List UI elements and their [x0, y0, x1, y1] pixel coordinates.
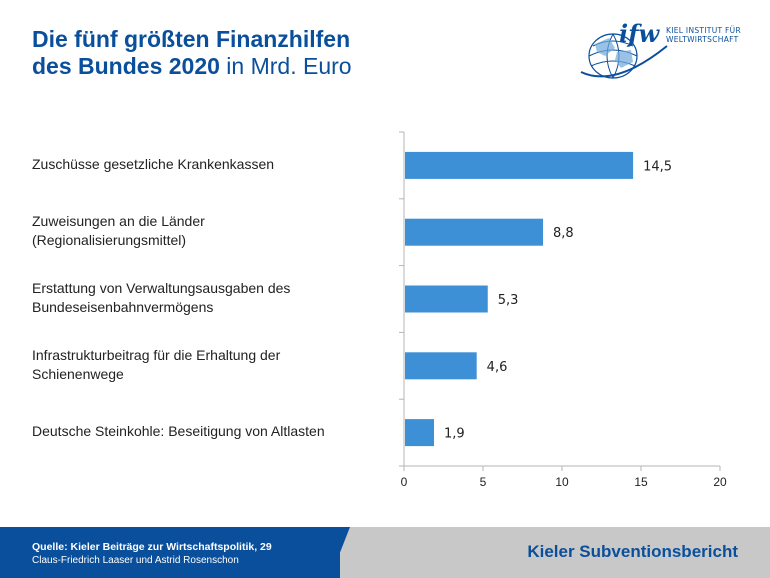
bar	[405, 285, 488, 313]
x-tick-label: 5	[480, 475, 487, 489]
category-label-line: Bundeseisenbahnvermögens	[32, 299, 214, 315]
bar	[405, 218, 544, 246]
report-title: Kieler Subventionsbericht	[527, 542, 738, 561]
category-label-line: Deutsche Steinkohle: Beseitigung von Alt…	[32, 423, 325, 440]
logo-line-2: WELTWIRTSCHAFT	[666, 35, 739, 44]
x-tick-label: 20	[713, 475, 727, 489]
category-label-line: (Regionalisierungsmittel)	[32, 232, 187, 249]
category-label: Infrastrukturbeitrag für die Erhaltung d…	[32, 346, 382, 384]
title-line-1: Die fünf größten Finanzhilfen	[32, 26, 351, 52]
category-label: Deutsche Steinkohle: Beseitigung von Alt…	[32, 422, 382, 441]
title-line-2-unit: in Mrd. Euro	[219, 53, 352, 79]
ifw-logo: ifw KIEL INSTITUT FÜR WELTWIRTSCHAFT	[575, 16, 745, 86]
data-label: 1,9	[444, 427, 465, 442]
title-line-2-bold: des Bundes 2020	[32, 53, 220, 79]
footer-divider	[330, 527, 350, 578]
bar	[405, 419, 435, 447]
source-line-2: Claus-Friedrich Laaser und Astrid Rosens…	[32, 555, 239, 566]
globe-icon: ifw	[580, 19, 668, 79]
logo-line-1: KIEL INSTITUT FÜR	[666, 26, 741, 35]
x-tick-label: 10	[555, 475, 569, 489]
bar	[405, 151, 634, 179]
data-label: 14,5	[643, 159, 672, 174]
category-label: Zuschüsse gesetzliche Krankenkassen	[32, 155, 382, 174]
footer-left-panel	[0, 527, 340, 578]
data-label: 5,3	[498, 293, 519, 308]
category-label: Zuweisungen an die Länder (Regionalisieru…	[32, 212, 382, 250]
category-label-line: Erstattung von Verwaltungsausgaben des	[32, 280, 291, 296]
source-line-1: Quelle: Kieler Beiträge zur Wirtschaftsp…	[32, 541, 272, 553]
category-label: Erstattung von Verwaltungsausgaben des Bu…	[32, 279, 382, 317]
category-label-line: Zuschüsse gesetzliche Krankenkassen	[32, 155, 275, 172]
logo-mark: ifw	[619, 19, 660, 48]
chart-title: Die fünf größten Finanzhilfen des Bundes…	[32, 26, 352, 80]
x-tick-label: 15	[634, 475, 648, 489]
x-tick-label: 0	[401, 475, 408, 489]
data-label: 8,8	[553, 226, 574, 241]
category-label-line: Zuweisungen an die Länder	[32, 213, 205, 230]
title-line-2: des Bundes 2020 in Mrd. Euro	[32, 53, 352, 80]
bar	[405, 352, 477, 380]
category-label-line: Schienenwege	[32, 365, 124, 382]
data-label: 4,6	[487, 360, 508, 375]
footer-right-panel	[340, 527, 770, 578]
footer: Quelle: Kieler Beiträge zur Wirtschaftsp…	[0, 527, 770, 578]
category-label-line: Infrastrukturbeitrag für die Erhaltung d…	[32, 346, 281, 363]
